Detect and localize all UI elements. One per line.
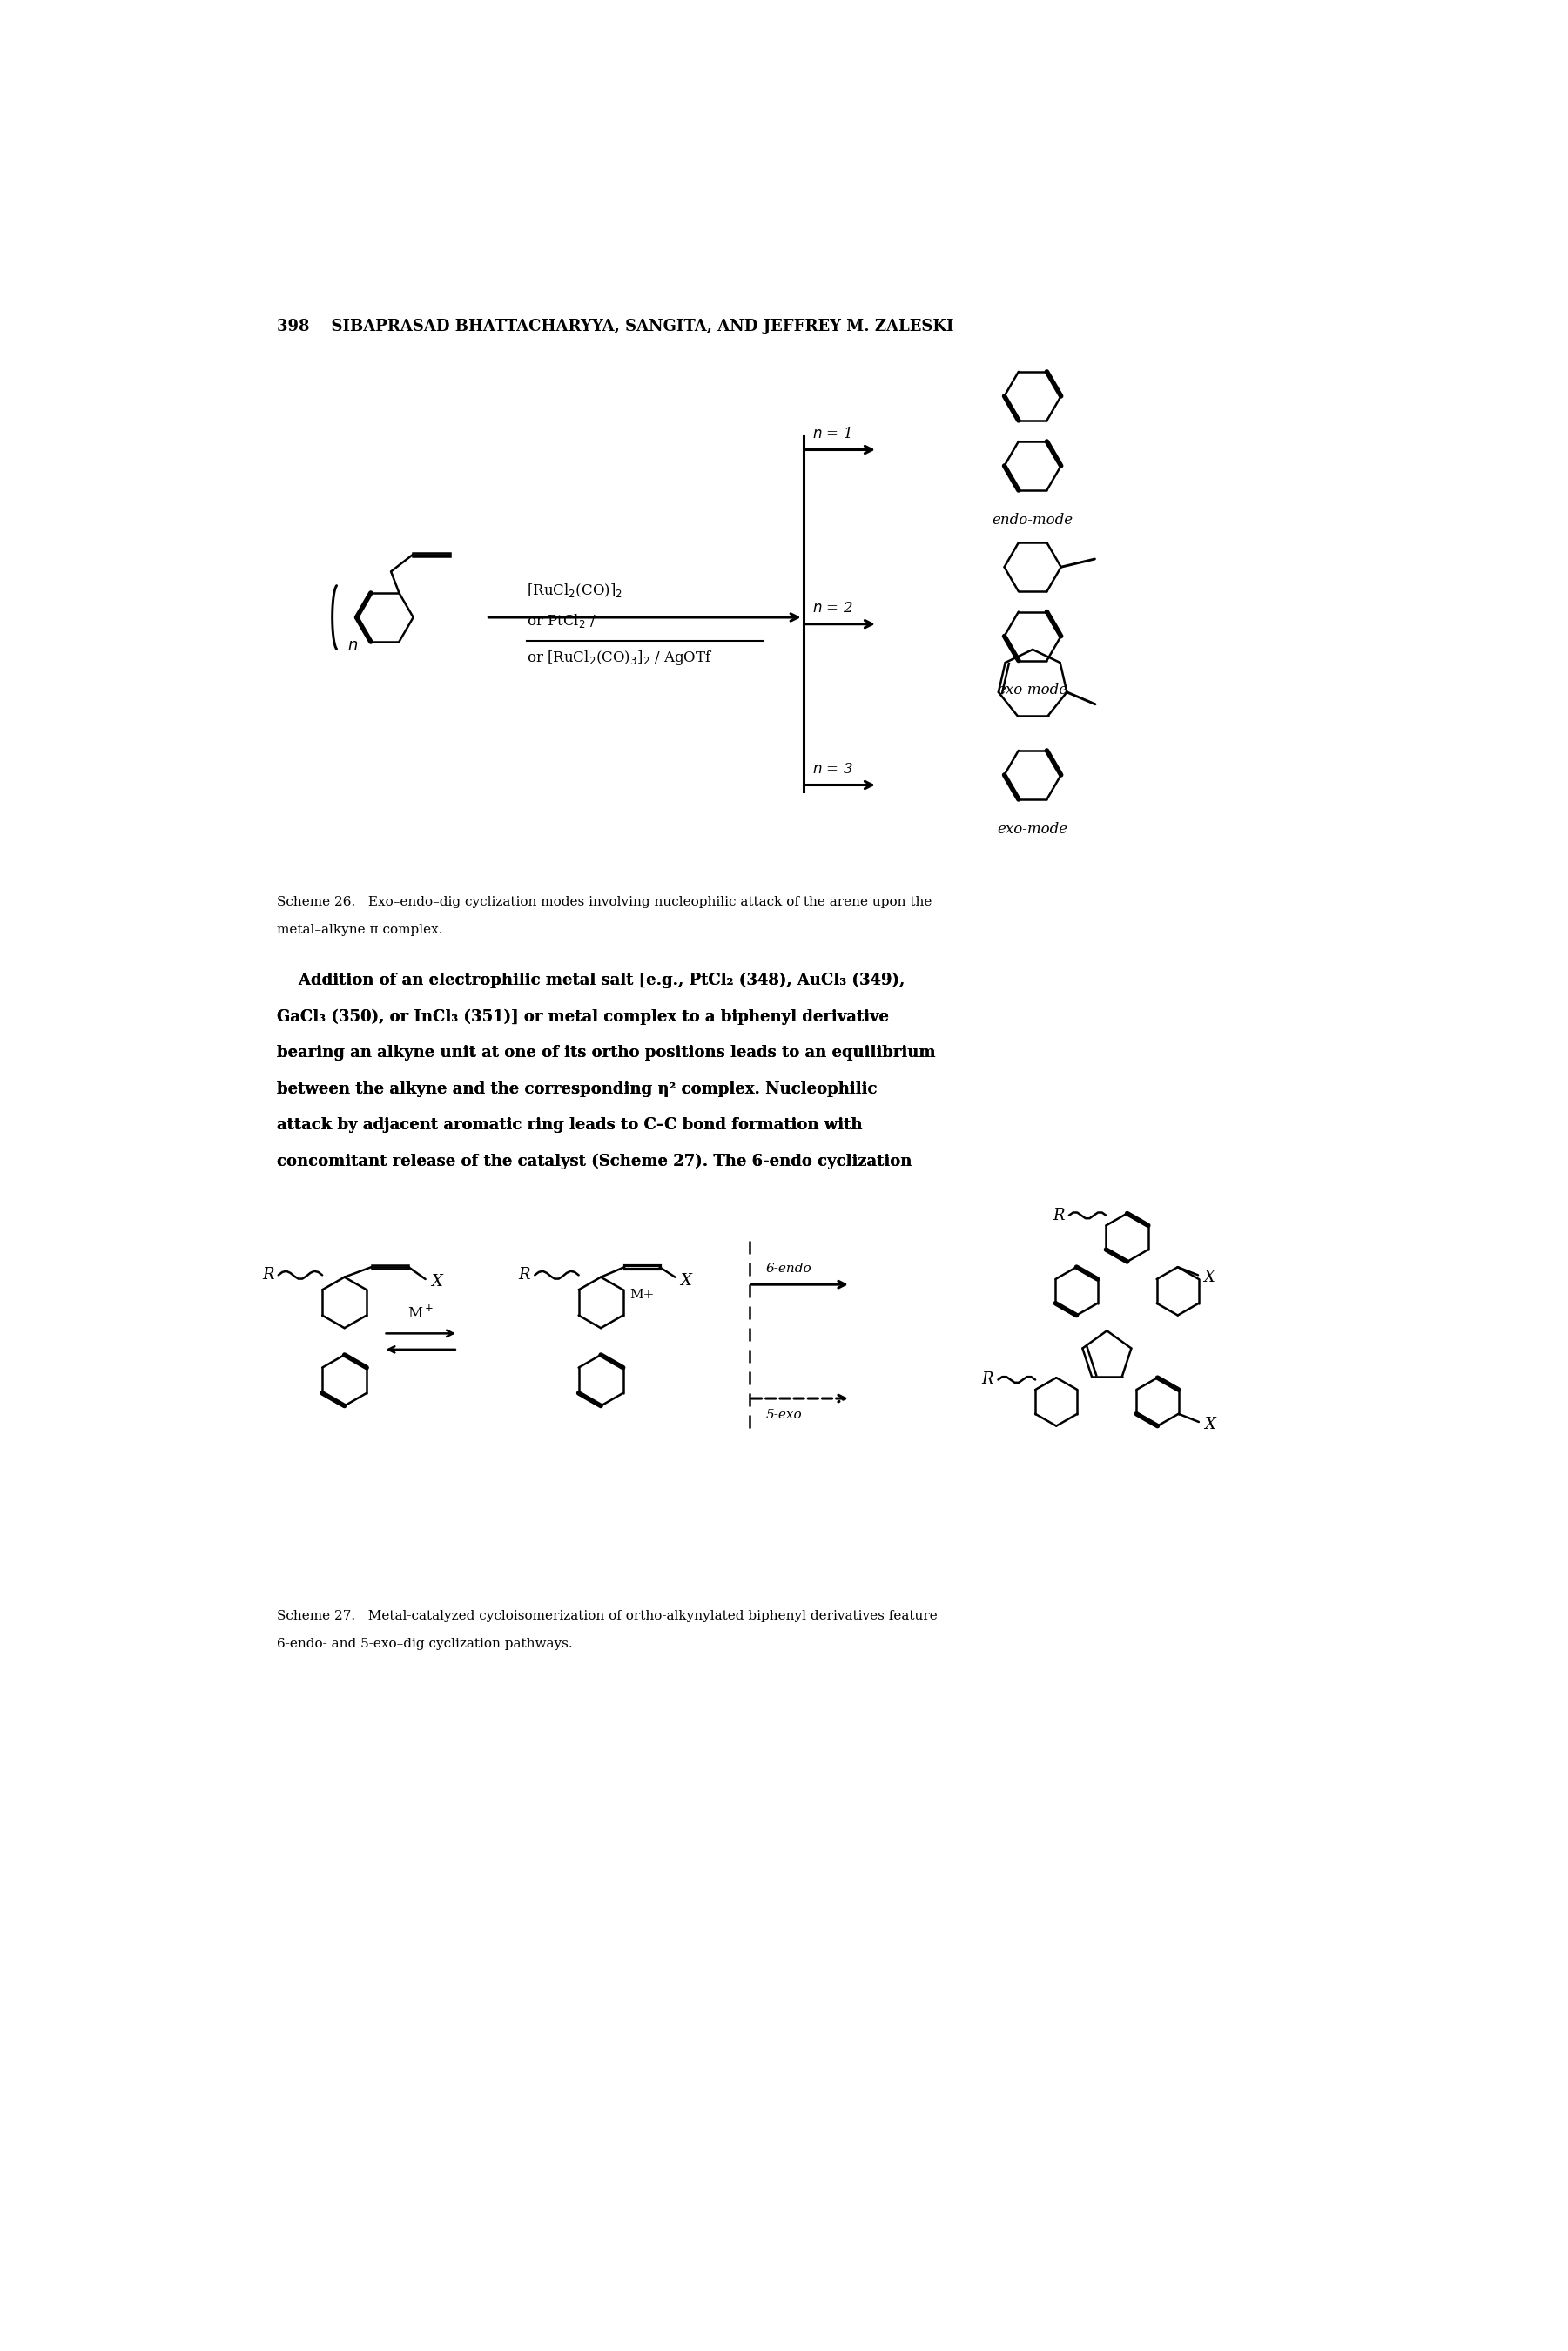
Text: or [RuCl$_2$(CO)$_3$]$_2$ / AgOTf: or [RuCl$_2$(CO)$_3$]$_2$ / AgOTf bbox=[527, 649, 713, 668]
Text: concomitant release of the catalyst (Scheme 27). The 6-endo cyclization: concomitant release of the catalyst (Sch… bbox=[278, 1154, 913, 1171]
Text: Scheme 26.   Exo–endo–dig cyclization modes involving nucleophilic attack of the: Scheme 26. Exo–endo–dig cyclization mode… bbox=[278, 896, 931, 907]
Text: X: X bbox=[431, 1274, 442, 1291]
Text: $n$ = 2: $n$ = 2 bbox=[812, 602, 853, 616]
Text: R: R bbox=[1052, 1208, 1065, 1223]
Text: endo-mode: endo-mode bbox=[993, 513, 1073, 527]
Text: bearing an alkyne unit at one of its ortho positions leads to an equilibrium: bearing an alkyne unit at one of its ort… bbox=[278, 1046, 936, 1060]
Text: [RuCl$_2$(CO)]$_2$: [RuCl$_2$(CO)]$_2$ bbox=[527, 581, 622, 600]
Text: R: R bbox=[982, 1373, 994, 1387]
Text: 5-exo: 5-exo bbox=[767, 1408, 803, 1420]
Text: between the alkyne and the corresponding η² complex. Nucleophilic: between the alkyne and the corresponding… bbox=[278, 1081, 877, 1098]
Text: GaCl₃ (350), or InCl₃ (351)] or metal complex to a biphenyl derivative: GaCl₃ (350), or InCl₃ (351)] or metal co… bbox=[278, 1009, 889, 1025]
Text: 6-endo- and 5-exo–dig cyclization pathways.: 6-endo- and 5-exo–dig cyclization pathwa… bbox=[278, 1639, 572, 1650]
Text: between the alkyne and the corresponding η² complex. Nucleophilic: between the alkyne and the corresponding… bbox=[278, 1081, 877, 1098]
Text: $n$ = 1: $n$ = 1 bbox=[812, 428, 851, 442]
Text: X: X bbox=[1203, 1270, 1215, 1286]
Text: or PtCl$_2$ /: or PtCl$_2$ / bbox=[527, 611, 596, 630]
Text: X: X bbox=[681, 1272, 691, 1288]
Text: R: R bbox=[519, 1267, 530, 1284]
Text: R: R bbox=[262, 1267, 274, 1284]
Text: M+: M+ bbox=[630, 1288, 654, 1300]
Text: $n$ = 3: $n$ = 3 bbox=[812, 762, 853, 776]
Text: attack by adjacent aromatic ring leads to C–C bond formation with: attack by adjacent aromatic ring leads t… bbox=[278, 1117, 862, 1133]
Text: 398    SIBAPRASAD BHATTACHARYYA, SANGITA, AND JEFFREY M. ZALESKI: 398 SIBAPRASAD BHATTACHARYYA, SANGITA, A… bbox=[278, 320, 953, 334]
Text: 6-endo: 6-endo bbox=[767, 1262, 812, 1274]
Text: exo-mode: exo-mode bbox=[997, 684, 1068, 698]
Text: Addition of an electrophilic metal salt [e.g., PtCl₂ (348), AuCl₃ (349),: Addition of an electrophilic metal salt … bbox=[278, 973, 905, 990]
Text: bearing an alkyne unit at one of its ortho positions leads to an equilibrium: bearing an alkyne unit at one of its ort… bbox=[278, 1046, 936, 1060]
Text: concomitant release of the catalyst (Scheme 27). The 6-endo cyclization: concomitant release of the catalyst (Sch… bbox=[278, 1154, 913, 1171]
Text: attack by adjacent aromatic ring leads to C–C bond formation with: attack by adjacent aromatic ring leads t… bbox=[278, 1117, 862, 1133]
Text: exo-mode: exo-mode bbox=[997, 823, 1068, 837]
Text: Scheme 27.   Metal-catalyzed cycloisomerization of ortho-alkynylated biphenyl de: Scheme 27. Metal-catalyzed cycloisomeriz… bbox=[278, 1610, 938, 1622]
Text: GaCl₃ (350), or InCl₃ (351)] or metal complex to a biphenyl derivative: GaCl₃ (350), or InCl₃ (351)] or metal co… bbox=[278, 1009, 889, 1025]
Text: $n$: $n$ bbox=[347, 637, 358, 654]
Text: M$^+$: M$^+$ bbox=[408, 1305, 434, 1321]
Text: X: X bbox=[1204, 1418, 1215, 1432]
Text: metal–alkyne π complex.: metal–alkyne π complex. bbox=[278, 924, 442, 936]
Text: Addition of an electrophilic metal salt [e.g., PtCl₂ (348), AuCl₃ (349),: Addition of an electrophilic metal salt … bbox=[278, 973, 905, 990]
